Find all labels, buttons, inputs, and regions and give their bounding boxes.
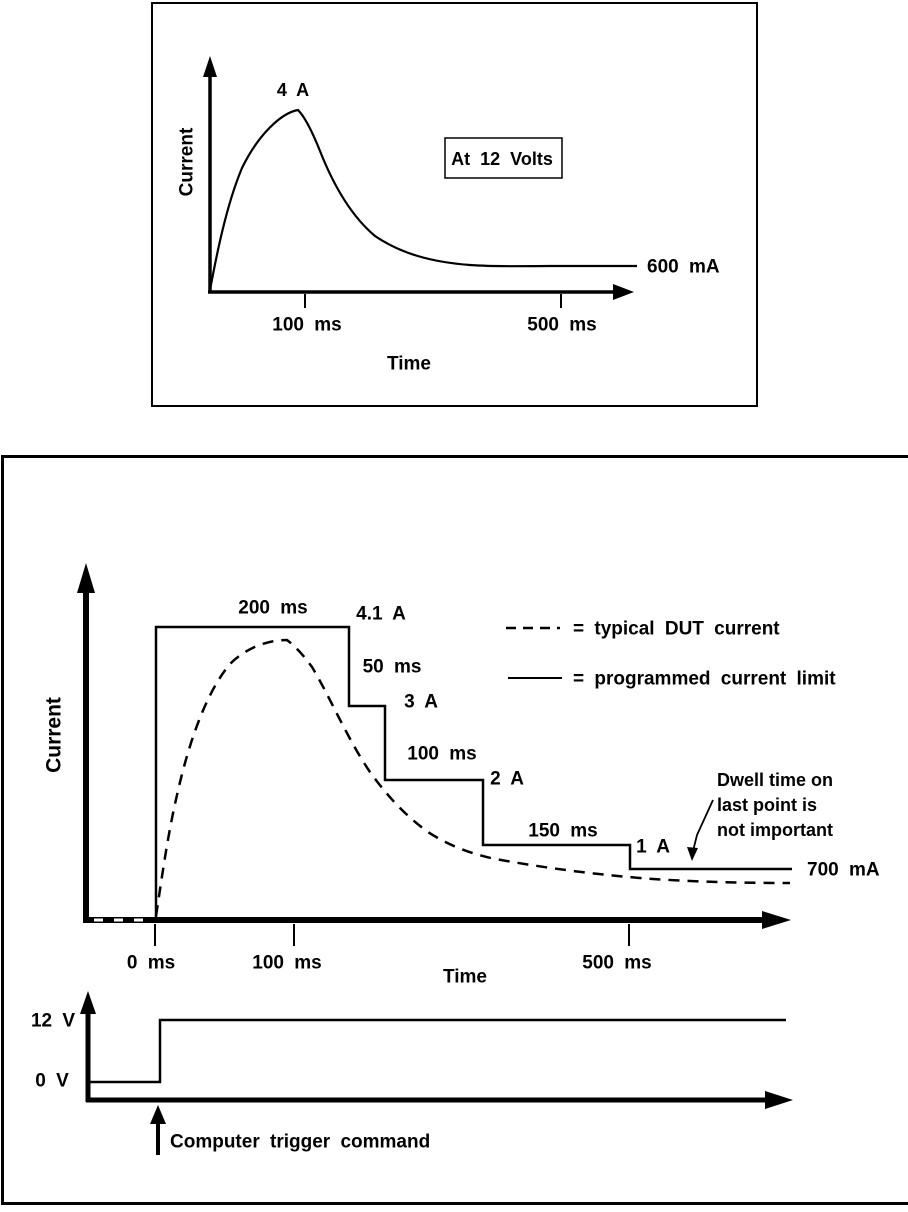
- dwell-note-line2: last point is: [717, 795, 818, 815]
- figure-top-frame: [151, 2, 758, 407]
- main-y-axis-label: Current: [42, 697, 66, 773]
- step2-duration-label: 50 ms: [362, 656, 422, 678]
- voltage-subplot: [80, 991, 793, 1155]
- dwell-note-arrow: [692, 799, 714, 852]
- typical-dut-current-curve: [154, 638, 791, 917]
- dwell-note-line1: Dwell time on: [717, 770, 834, 790]
- step1-duration-label: 200 ms: [238, 597, 308, 619]
- step3-current-label: 2 A: [490, 768, 524, 790]
- voltage-low-label: 0 V: [35, 1070, 69, 1092]
- legend-dashed-label: = typical DUT current: [573, 618, 780, 640]
- top-chart: [203, 56, 637, 308]
- condition-box-label: At 12 Volts: [451, 149, 553, 169]
- top-y-axis-label: Current: [176, 127, 198, 197]
- top-x-axis-arrowhead-icon: [613, 284, 634, 300]
- programmed-current-limit-steps: [154, 625, 792, 919]
- dwell-note-arrowhead-icon: [687, 847, 698, 861]
- top-dut-current-curve: [208, 108, 637, 291]
- top-settle-value-label: 600 mA: [647, 256, 720, 278]
- condition-box-outline: [444, 137, 563, 179]
- voltage-trace: [89, 1018, 786, 1084]
- step4-duration-label: 150 ms: [528, 820, 598, 842]
- voltage-x-axis-arrowhead-icon: [765, 1091, 793, 1109]
- legend-solid-label: = programmed current limit: [573, 668, 836, 690]
- figure-bottom-frame: [1, 455, 908, 1205]
- top-peak-value-label: 4 A: [276, 80, 310, 100]
- top-tick-label-100ms: 100 ms: [272, 314, 342, 336]
- main-y-axis-arrowhead-icon: [77, 563, 95, 593]
- final-current-label: 700 mA: [807, 859, 880, 881]
- voltage-high-label: 12 V: [30, 1010, 76, 1032]
- dwell-note: Dwell time on last point is not importan…: [717, 768, 833, 843]
- bottom-current-chart: [77, 563, 792, 946]
- tick-label-0ms: 0 ms: [126, 952, 176, 974]
- step4-current-label: 1 A: [636, 836, 670, 858]
- main-x-axis-label: Time: [442, 966, 488, 988]
- main-x-axis-arrowhead-icon: [762, 911, 791, 929]
- voltage-y-axis-arrowhead-icon: [80, 991, 96, 1014]
- step1-current-label: 4.1 A: [356, 603, 406, 625]
- top-tick-label-500ms: 500 ms: [527, 314, 597, 336]
- tick-label-500ms: 500 ms: [582, 952, 652, 974]
- top-x-axis-label: Time: [386, 353, 432, 375]
- top-y-axis-arrowhead-icon: [203, 56, 217, 77]
- trigger-command-label: Computer trigger command: [170, 1131, 431, 1153]
- dwell-note-line3: not important: [717, 820, 833, 840]
- trigger-arrowhead-icon: [150, 1105, 166, 1124]
- tick-label-100ms: 100 ms: [252, 952, 322, 974]
- step2-current-label: 3 A: [404, 691, 438, 713]
- step3-duration-label: 100 ms: [407, 743, 477, 765]
